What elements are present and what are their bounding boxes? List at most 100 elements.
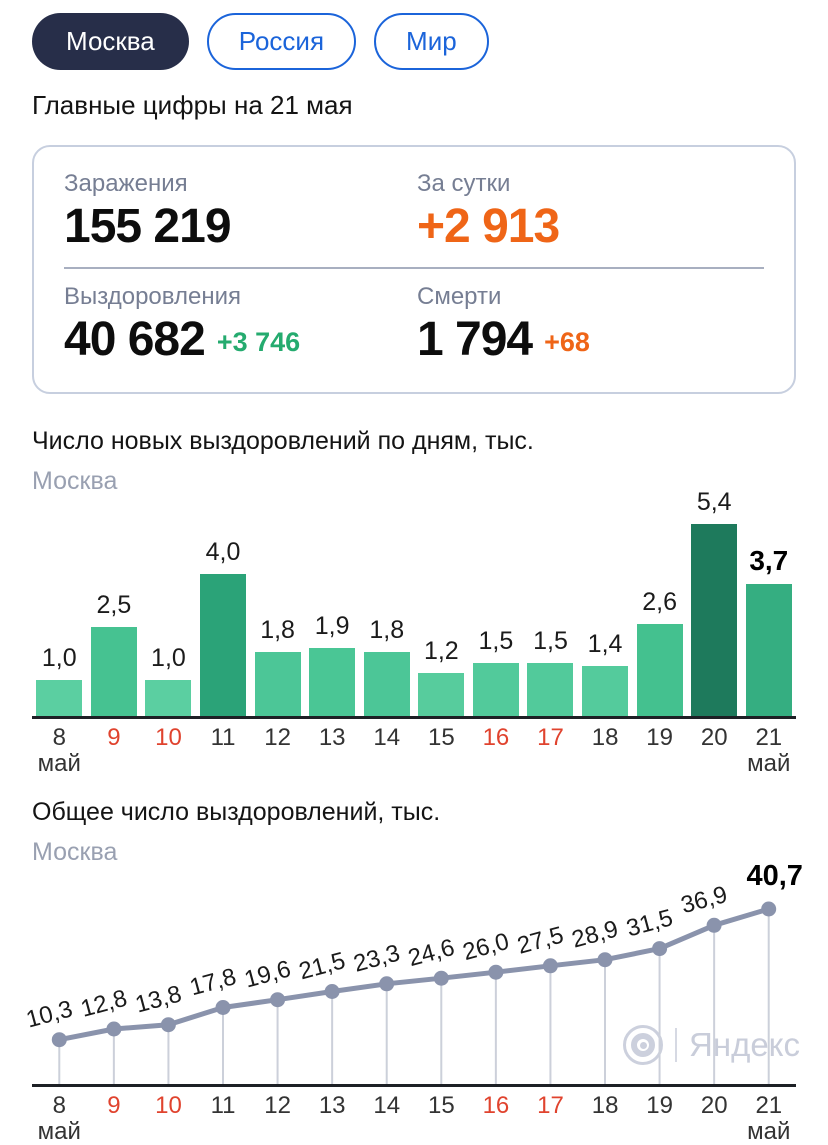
x-tick-month-label: май: [747, 750, 791, 777]
bar-value-label: 1,4: [587, 630, 623, 658]
x-tick-day-label: 10: [155, 724, 182, 751]
bar-chart-ticks: 8 май 9 10 11 12 13 14 15 16 17 18 19 20 21 май: [32, 725, 796, 777]
point-value-label: 26,0: [460, 928, 512, 966]
point-value-label: 19,6: [242, 955, 294, 993]
x-tick-day-label: 12: [264, 1092, 291, 1119]
x-tick-13: 13: [305, 725, 360, 777]
x-tick-month-label: май: [37, 1118, 81, 1145]
page-title: Главные цифры на 21 мая: [32, 90, 353, 120]
data-point-10-may: [160, 1017, 176, 1033]
x-tick-day-label: 10: [155, 1092, 182, 1119]
x-tick-10: 10: [141, 725, 196, 777]
stat-infections-label: Заражения: [64, 170, 188, 197]
bar-value-label: 2,6: [642, 588, 678, 616]
x-tick-day-label: 19: [646, 724, 673, 751]
point-value-label: 24,6: [405, 934, 457, 972]
bar-21-may: [745, 584, 792, 716]
data-point-9-may: [106, 1021, 122, 1037]
x-tick-month-label: май: [747, 1118, 791, 1145]
bar-slot: 2,5: [87, 591, 142, 716]
bar-17-may: [527, 663, 574, 716]
x-tick-20: 20: [687, 1093, 742, 1145]
stat-infections: Заражения 155 219: [64, 170, 417, 251]
bar-12-may: [254, 652, 301, 716]
x-tick-month-label: май: [37, 750, 81, 777]
total-recoveries-line: [56, 906, 772, 1043]
line-chart-title: Общее число выздоровлений, тыс.: [32, 798, 441, 826]
bar-11-may: [200, 574, 247, 716]
bar-8-may: [36, 680, 83, 716]
yandex-watermark: Яндекс: [623, 1025, 800, 1065]
x-tick-day-label: 20: [700, 1092, 728, 1119]
x-tick-11: 11: [196, 1093, 251, 1145]
data-point-20-may: [706, 917, 722, 933]
tab-russia[interactable]: Россия: [206, 13, 357, 70]
bar-value-label: 3,7: [749, 545, 789, 576]
bar-14-may: [363, 652, 410, 716]
x-tick-8: 8 май: [32, 725, 87, 777]
data-point-17-may: [542, 958, 558, 974]
x-tick-day-label: 18: [591, 724, 619, 751]
yandex-radar-icon: [623, 1025, 664, 1065]
bar-9-may: [90, 627, 137, 716]
x-tick-day-label: 17: [537, 1092, 564, 1119]
line-chart-ticks: 8 май 9 10 11 12 13 14 15 16 17 18 19 20 21 май: [32, 1093, 796, 1145]
x-tick-19: 19: [632, 725, 687, 777]
yandex-radar-icon-dot: [639, 1041, 647, 1049]
bar-slot: 5,4: [687, 488, 742, 716]
data-point-18-may: [597, 952, 613, 968]
stat-deaths-value: 1 794 +68: [417, 316, 764, 366]
x-tick-day-label: 19: [646, 1092, 673, 1119]
point-value-label: 36,9: [678, 881, 730, 919]
daily-recoveries-section: Число новых выздоровлений по дням, тыс. …: [32, 427, 796, 777]
bar-16-may: [472, 663, 519, 716]
x-tick-day-label: 16: [482, 724, 510, 751]
bar-10-may: [145, 680, 192, 716]
x-tick-19: 19: [632, 1093, 687, 1145]
stat-recovered-number: 40 682: [64, 313, 206, 366]
point-value-label: 12,8: [78, 985, 130, 1023]
stat-deaths: Смерти 1 794 +68: [417, 283, 764, 366]
bar-slot: 1,9: [305, 612, 360, 716]
x-tick-14: 14: [359, 1093, 414, 1145]
bar-chart-bars: 1,0 2,5 1,0 4,0 1,8 1,9 1,8 1,2 1,5 1,5 1,4 2,6 5,4 3…: [32, 488, 796, 716]
bar-slot: 2,6: [632, 588, 687, 716]
bar-slot: 4,0: [196, 538, 251, 716]
data-point-15-may: [433, 970, 449, 986]
x-tick-17: 17: [523, 725, 578, 777]
x-tick-day-label: 15: [427, 1092, 455, 1119]
bar-slot: 1,5: [523, 627, 578, 716]
tab-world[interactable]: Мир: [374, 13, 489, 70]
data-point-11-may: [215, 1000, 231, 1015]
stat-daily-value: +2 913: [417, 200, 560, 253]
x-tick-day-label: 11: [210, 1092, 236, 1119]
tab-moscow[interactable]: Москва: [32, 13, 189, 70]
x-tick-18: 18: [578, 725, 633, 777]
x-tick-day-label: 9: [107, 724, 121, 751]
x-tick-9: 9: [87, 1093, 142, 1145]
bar-15-may: [418, 673, 465, 716]
stat-deaths-number: 1 794: [417, 313, 533, 366]
bar-value-label: 1,2: [423, 637, 459, 665]
bar-slot: 1,2: [414, 637, 469, 716]
stats-row-top: Заражения 155 219 За сутки +2 913: [64, 170, 764, 251]
stat-recovered-label: Выздоровления: [64, 283, 241, 310]
point-value-label: 10,3: [23, 995, 75, 1033]
bar-slot: 1,8: [250, 616, 305, 716]
x-tick-20: 20: [687, 725, 742, 777]
x-tick-day-label: 17: [537, 724, 564, 751]
x-tick-21: 21 май: [742, 725, 797, 777]
x-tick-12: 12: [250, 1093, 305, 1145]
bar-value-label: 1,5: [478, 627, 514, 655]
line-chart-area: Яндекс 10,3 12,8 13,8 17,8 19,6 21,5 23,3 24,6 2…: [23, 860, 803, 1087]
x-tick-day-label: 8: [52, 724, 66, 751]
data-point-21-may: [761, 901, 777, 917]
x-tick-10: 10: [141, 1093, 196, 1145]
data-point-12-may: [270, 992, 286, 1008]
x-tick-day-label: 14: [373, 724, 401, 751]
x-tick-17: 17: [523, 1093, 578, 1145]
x-tick-9: 9: [87, 725, 142, 777]
point-value-label: 13,8: [132, 980, 184, 1018]
x-tick-day-label: 16: [482, 1092, 510, 1119]
